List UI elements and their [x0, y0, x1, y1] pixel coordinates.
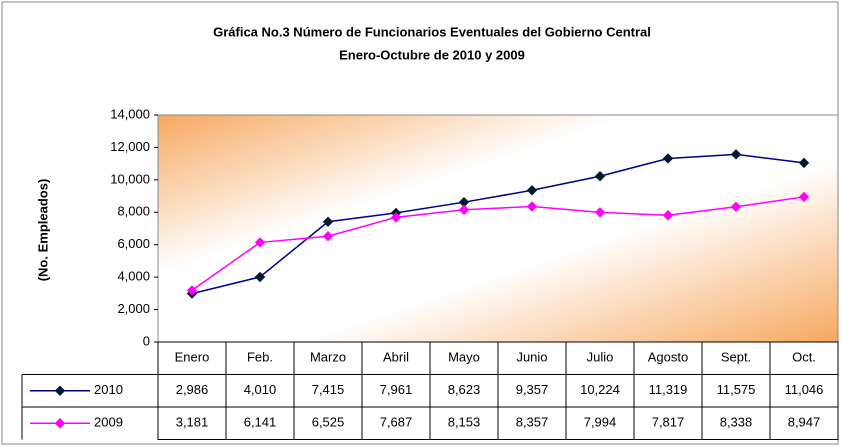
table-value: 2,986 [176, 382, 209, 397]
series-marker [254, 237, 266, 248]
table-value: 8,338 [720, 415, 753, 430]
table-value: 4,010 [244, 382, 277, 397]
table-value: 7,687 [380, 415, 413, 430]
series-marker [322, 216, 334, 227]
x-tick-label: Sept. [721, 350, 751, 365]
table-value: 9,357 [516, 382, 549, 397]
x-tick-label: Julio [587, 350, 614, 365]
legend-marker [54, 418, 66, 429]
table-value: 8,623 [448, 382, 481, 397]
table-value: 8,357 [516, 415, 549, 430]
table-value: 3,181 [176, 415, 209, 430]
y-tick-label: 10,000 [110, 171, 150, 186]
series-marker [730, 149, 742, 160]
table-value: 8,947 [788, 415, 821, 430]
y-axis-label: (No. Empleados) [35, 179, 50, 282]
chart-title: Gráfica No.3 Número de Funcionarios Even… [213, 24, 651, 39]
y-tick-label: 12,000 [110, 139, 150, 154]
legend-label: 2009 [94, 415, 123, 430]
series-marker [730, 201, 742, 213]
series-marker [390, 212, 402, 223]
table-value: 6,525 [312, 415, 345, 430]
series-line [191, 153, 805, 295]
series-marker [186, 285, 198, 296]
table-value: 7,415 [312, 382, 345, 397]
y-tick-label: 6,000 [117, 236, 150, 251]
x-tick-label: Feb. [247, 350, 273, 365]
x-tick-label: Enero [175, 350, 210, 365]
x-tick-label: Mayo [448, 350, 480, 365]
series-marker [458, 204, 470, 216]
y-tick-label: 14,000 [110, 106, 150, 121]
table-value: 11,575 [717, 382, 756, 397]
legend-label: 2010 [94, 382, 123, 397]
plot-area [157, 114, 839, 343]
y-tick-label: 4,000 [117, 269, 150, 284]
table-value: 7,961 [380, 382, 413, 397]
x-tick-label: Abril [383, 350, 409, 365]
y-tick-label: 8,000 [117, 204, 150, 219]
series-marker [594, 171, 606, 182]
x-tick-label: Agosto [648, 350, 688, 365]
series-marker [594, 207, 606, 218]
table-value: 6,141 [244, 415, 277, 430]
series-marker [322, 230, 334, 242]
x-tick-label: Marzo [310, 350, 346, 365]
table-value: 11,319 [649, 382, 688, 397]
series-marker [662, 153, 674, 164]
series-marker [662, 210, 674, 221]
table-value: 7,817 [652, 415, 685, 430]
x-tick-label: Oct. [792, 350, 816, 365]
table-value: 8,153 [448, 415, 481, 430]
x-tick-label: Junio [516, 350, 547, 365]
series-line [191, 196, 805, 292]
table-value: 10,224 [580, 382, 620, 397]
chart-subtitle: Enero-Octubre de 2010 y 2009 [339, 47, 525, 62]
series-marker [526, 201, 538, 212]
table-value: 7,994 [584, 415, 617, 430]
series-marker [254, 271, 266, 283]
series-marker [798, 157, 810, 169]
series-marker [526, 185, 538, 196]
table-value: 11,046 [785, 382, 824, 397]
legend-marker [54, 385, 66, 396]
series-marker [798, 191, 810, 203]
y-tick-label: 0 [143, 333, 150, 348]
y-tick-label: 2,000 [117, 301, 150, 316]
